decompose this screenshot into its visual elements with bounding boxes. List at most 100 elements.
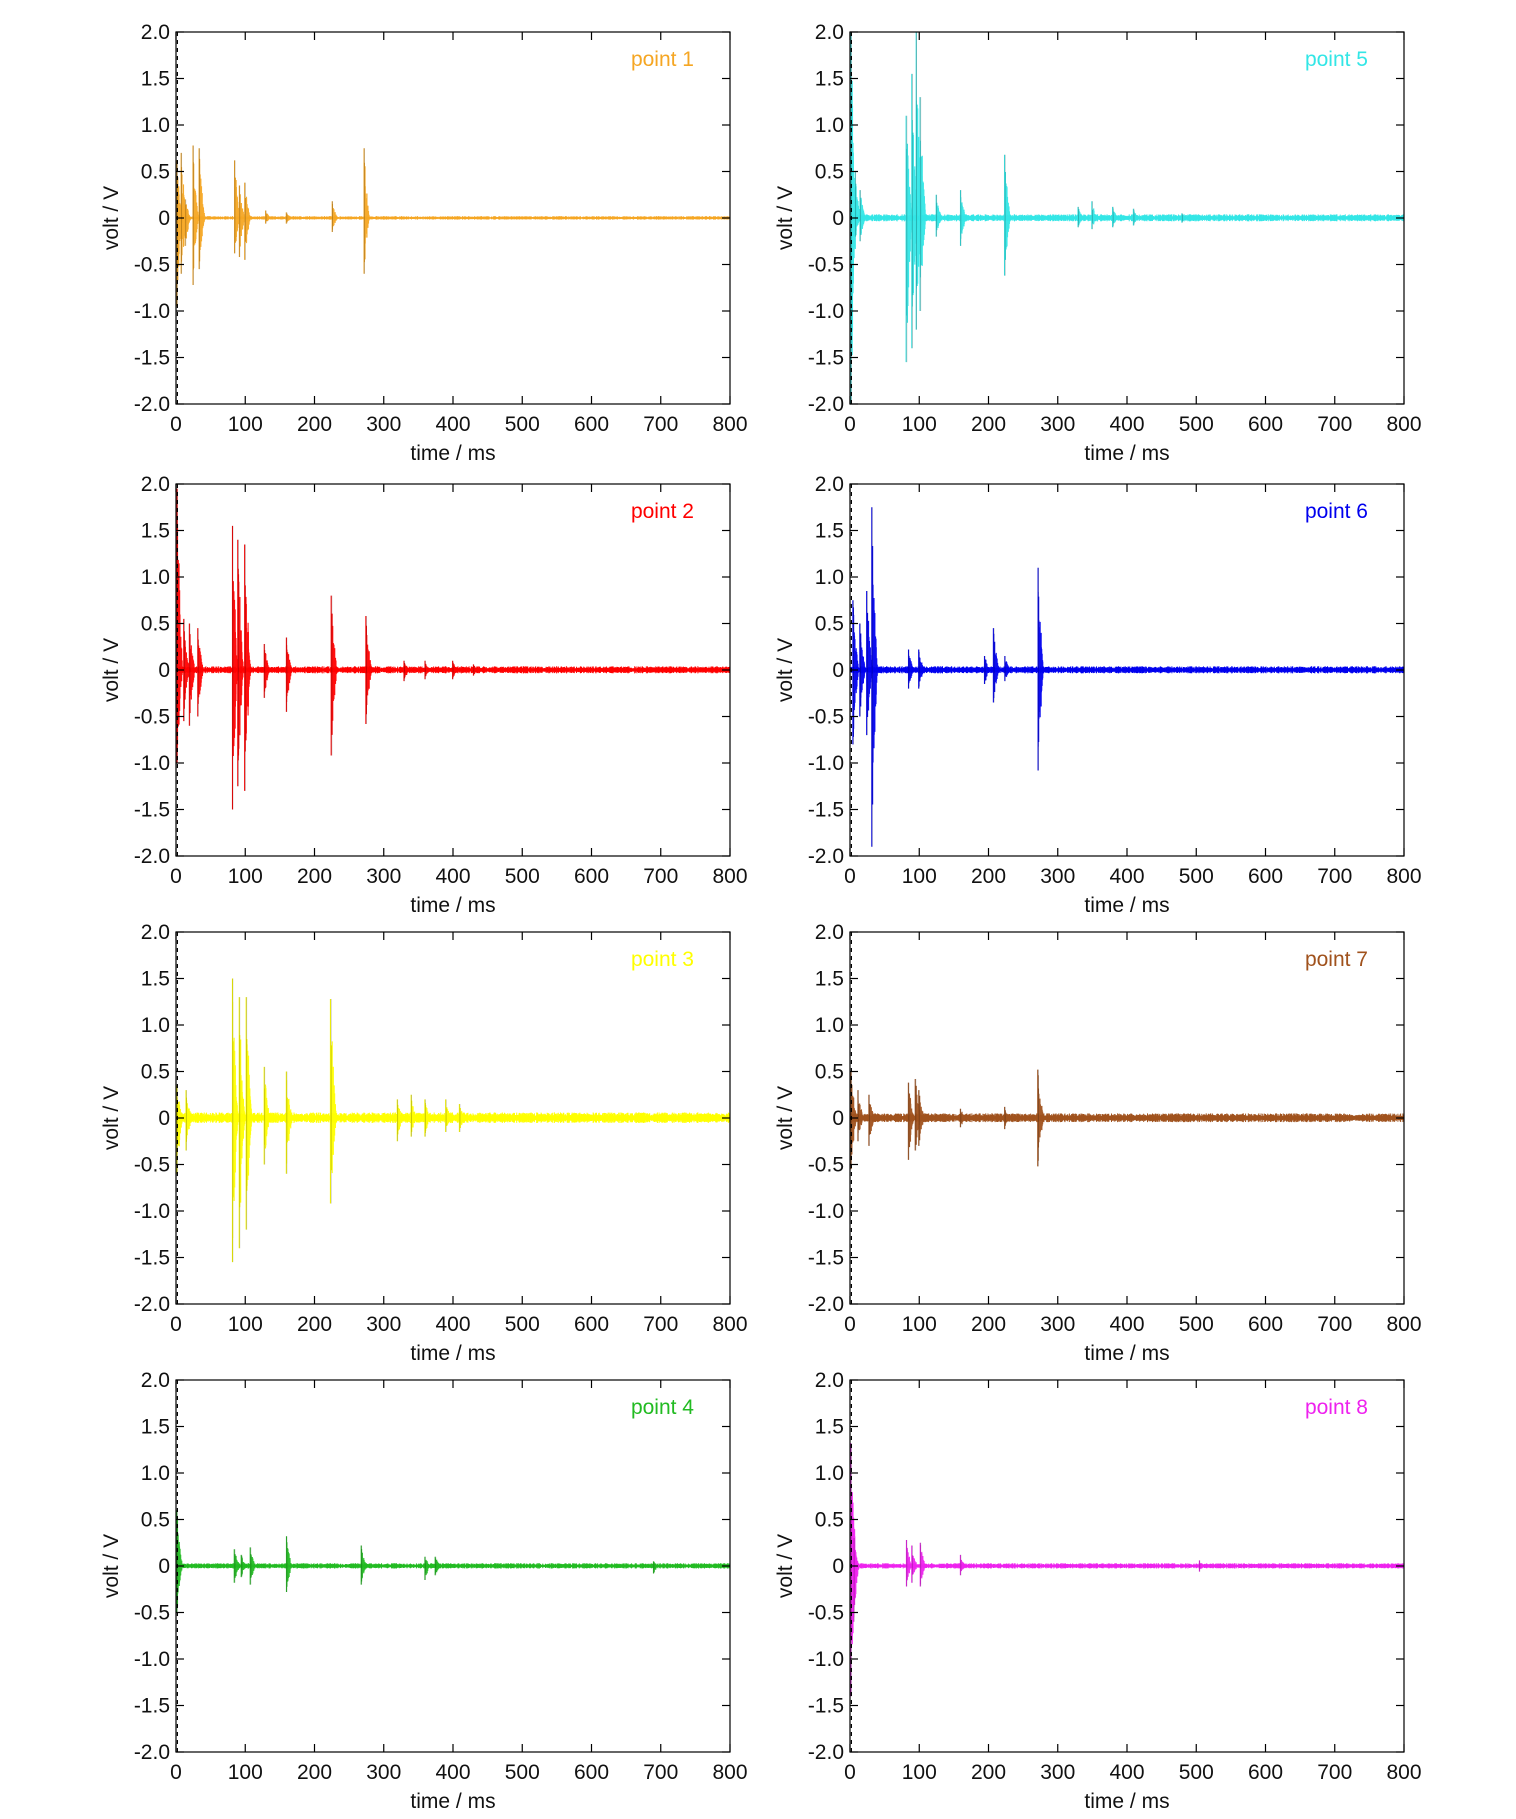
x-tick-label: 100 <box>228 413 263 436</box>
y-tick-label: -1.5 <box>134 347 170 370</box>
x-tick-label: 500 <box>1179 413 1214 436</box>
x-tick-label: 600 <box>574 1761 609 1784</box>
burst-8 <box>434 1556 442 1576</box>
y-axis-label: volt / V <box>774 186 797 250</box>
burst-3 <box>188 623 196 726</box>
y-axis-label: volt / V <box>100 1534 123 1598</box>
x-tick-label: 500 <box>1179 1761 1214 1784</box>
y-tick-label: 1.5 <box>141 68 170 91</box>
y-tick-label: -2.0 <box>808 393 844 416</box>
x-tick-label: 100 <box>228 1761 263 1784</box>
y-tick-label: -1.0 <box>808 1200 844 1223</box>
legend-label: point 2 <box>631 500 694 523</box>
burst-8 <box>263 643 271 698</box>
y-tick-label: 1.5 <box>815 68 844 91</box>
baseline-noise <box>850 1113 1404 1123</box>
panel-point-8: 2.01.51.00.50-0.5-1.0-1.5-2.00 100 200 300 4… <box>774 1369 1422 1813</box>
burst-4 <box>907 1082 915 1160</box>
burst-9 <box>1004 656 1012 682</box>
y-tick-label: -2.0 <box>808 1293 844 1316</box>
x-tick-label: 300 <box>366 1761 401 1784</box>
burst-3 <box>231 978 239 1263</box>
y-tick-label: 0 <box>158 659 170 682</box>
burst-12 <box>403 660 411 682</box>
burst-14 <box>1132 208 1140 226</box>
x-tick-label: 200 <box>297 865 332 888</box>
x-axis-label: time / ms <box>410 442 495 465</box>
x-tick-label: 0 <box>170 413 182 436</box>
x-tick-label: 300 <box>366 865 401 888</box>
burst-8 <box>1004 1106 1012 1130</box>
burst-13 <box>458 1104 466 1132</box>
y-axis-label: volt / V <box>100 1086 123 1150</box>
y-tick-label: -2.0 <box>808 1741 844 1764</box>
signal-series <box>176 978 730 1263</box>
x-tick-label: 400 <box>1109 1313 1144 1336</box>
burst-5 <box>198 148 206 270</box>
signal-series <box>850 1069 1404 1170</box>
burst-10 <box>410 1094 418 1137</box>
burst-4 <box>238 997 246 1249</box>
y-tick-label: 0.5 <box>815 1509 844 1532</box>
x-tick-label: 200 <box>297 1313 332 1336</box>
panel-point-3: 2.01.51.00.50-0.5-1.0-1.5-2.00 100 200 300 4… <box>100 921 748 1365</box>
burst-2 <box>233 1549 241 1583</box>
burst-13 <box>424 660 432 680</box>
signal-series <box>850 1443 1404 1697</box>
burst-4 <box>871 507 879 847</box>
x-tick-label: 0 <box>844 1761 856 1784</box>
burst-4 <box>192 145 200 285</box>
y-tick-label: -1.5 <box>134 1695 170 1718</box>
panel-point-2: 2.01.51.00.50-0.5-1.0-1.5-2.00 100 200 300 4… <box>100 473 748 917</box>
y-tick-label: 2.0 <box>815 921 844 944</box>
y-tick-label: 0.5 <box>141 1509 170 1532</box>
y-tick-label: -1.5 <box>808 1695 844 1718</box>
baseline-noise <box>176 1112 730 1124</box>
legend-label: point 4 <box>631 1396 694 1419</box>
burst-10 <box>1003 154 1011 276</box>
y-tick-label: -1.5 <box>808 347 844 370</box>
burst-4 <box>911 1545 919 1583</box>
x-tick-label: 800 <box>1386 865 1421 888</box>
y-tick-label: 2.0 <box>141 473 170 496</box>
x-tick-label: 200 <box>971 1761 1006 1784</box>
y-tick-label: 1.5 <box>141 968 170 991</box>
y-tick-label: 1.0 <box>815 114 844 137</box>
y-tick-label: 0.5 <box>141 1061 170 1084</box>
y-tick-label: 2.0 <box>141 921 170 944</box>
y-tick-label: -0.5 <box>808 706 844 729</box>
burst-5 <box>285 1536 293 1593</box>
x-axis-label: time / ms <box>410 1790 495 1813</box>
legend-label: point 7 <box>1305 948 1368 971</box>
x-tick-label: 0 <box>170 1313 182 1336</box>
x-tick-label: 600 <box>1248 1761 1283 1784</box>
y-axis-label: volt / V <box>774 1086 797 1150</box>
y-tick-label: 2.0 <box>141 1369 170 1392</box>
x-tick-label: 100 <box>228 865 263 888</box>
burst-4 <box>197 628 204 717</box>
x-tick-label: 800 <box>712 1313 747 1336</box>
burst-3 <box>868 1094 876 1146</box>
legend-label: point 8 <box>1305 1396 1368 1419</box>
burst-2 <box>857 1090 865 1142</box>
burst-6 <box>959 1554 967 1576</box>
y-tick-label: -0.5 <box>808 1602 844 1625</box>
burst-7 <box>244 544 251 791</box>
legend-label: point 1 <box>631 48 694 71</box>
y-axis-label: volt / V <box>774 638 797 702</box>
burst-1 <box>176 488 184 763</box>
signal-series <box>850 32 1404 404</box>
burst-9 <box>1037 1069 1045 1167</box>
y-tick-label: -1.5 <box>808 1247 844 1270</box>
burst-12 <box>445 1099 453 1132</box>
x-tick-label: 600 <box>1248 865 1283 888</box>
y-tick-label: -1.0 <box>808 1648 844 1671</box>
y-tick-label: 0 <box>832 1555 844 1578</box>
x-tick-label: 0 <box>170 1761 182 1784</box>
x-tick-label: 600 <box>574 1313 609 1336</box>
baseline-noise <box>850 1563 1404 1569</box>
x-tick-label: 400 <box>1109 1761 1144 1784</box>
y-tick-label: -2.0 <box>134 1741 170 1764</box>
y-tick-label: 0 <box>158 1107 170 1130</box>
